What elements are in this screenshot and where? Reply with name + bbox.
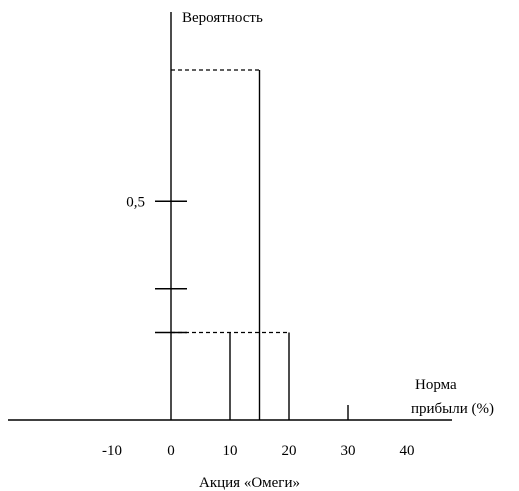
x-axis-caption: Акция «Омеги» xyxy=(199,475,300,491)
x-tick-label: 10 xyxy=(223,443,238,459)
x-tick-label: 20 xyxy=(282,443,297,459)
bar-group xyxy=(171,69,290,420)
x-tick-label: -10 xyxy=(102,443,122,459)
x-tick-group: -10 0 10 20 30 40 xyxy=(102,405,415,459)
y-tick-label: 0,5 xyxy=(126,194,145,210)
y-axis-label: Вероятность xyxy=(182,10,263,26)
x-tick-label: 40 xyxy=(400,443,415,459)
x-axis-label-line2: прибыли (%) xyxy=(411,401,494,417)
y-tick-group: 0,5 xyxy=(126,194,187,334)
x-tick-label: 0 xyxy=(167,443,175,459)
x-axis-label-line1: Норма xyxy=(415,377,457,393)
x-tick-label: 30 xyxy=(341,443,356,459)
